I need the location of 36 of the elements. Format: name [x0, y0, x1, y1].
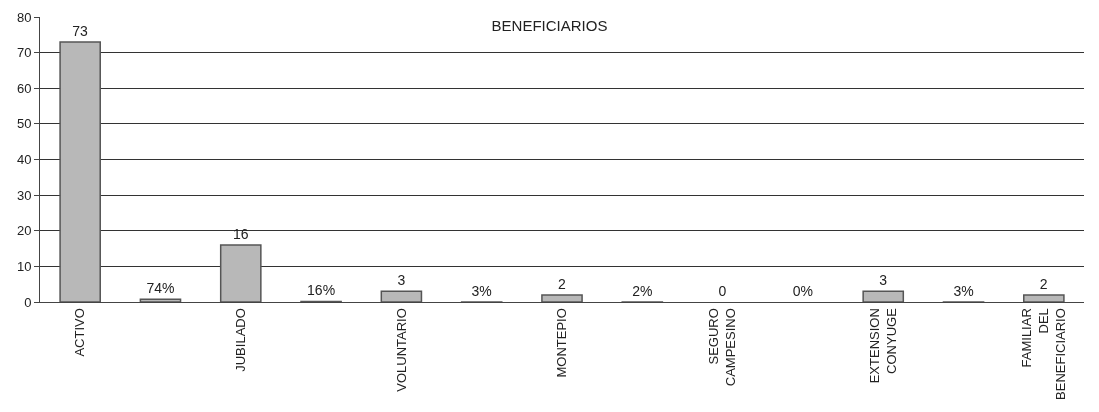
y-tick-label: 80 — [16, 9, 32, 25]
x-tick-label: VOLUNTARIO — [393, 308, 409, 392]
y-tick-label: 0 — [24, 294, 32, 310]
bar — [380, 290, 423, 302]
bar — [541, 294, 583, 302]
bar — [219, 244, 262, 302]
y-tick-label: 60 — [16, 80, 32, 96]
data-label: 16 — [232, 226, 249, 242]
y-tick-label: 50 — [16, 116, 32, 132]
data-label: 16% — [307, 282, 336, 299]
y-tick-label: 20 — [16, 223, 32, 239]
x-tick-label: FAMILIAR DEL BENEFICIARIO — [1019, 308, 1068, 400]
data-label: 3 — [397, 272, 406, 289]
x-tick-label: ACTIVO — [72, 308, 88, 357]
data-label: 0% — [792, 283, 814, 299]
data-label: 2 — [1039, 275, 1048, 292]
data-label: 3 — [879, 272, 888, 289]
y-tick-label: 40 — [16, 152, 32, 168]
bar — [1023, 294, 1065, 302]
y-tick-label: 10 — [16, 258, 32, 274]
data-label: 3% — [471, 282, 492, 299]
x-tick-label: SEGURO CAMPESINO — [706, 308, 739, 387]
data-label: 73 — [72, 22, 89, 39]
chart-title: BENEFICIARIOS — [491, 17, 608, 35]
y-tick-label: 30 — [16, 187, 32, 203]
x-tick-label: EXTENSION CONYUGE — [867, 307, 899, 384]
data-label: 3% — [953, 282, 974, 299]
x-tick-label: MONTEPIO — [554, 308, 570, 378]
bar — [862, 290, 905, 302]
x-tick-label: JUBILADO — [233, 308, 248, 372]
y-tick-label: 70 — [16, 45, 32, 61]
data-label: 74% — [146, 280, 175, 297]
data-label: 0 — [718, 283, 727, 299]
data-label: 2 — [558, 275, 566, 292]
bar — [59, 41, 101, 302]
data-label: 2% — [632, 282, 653, 299]
